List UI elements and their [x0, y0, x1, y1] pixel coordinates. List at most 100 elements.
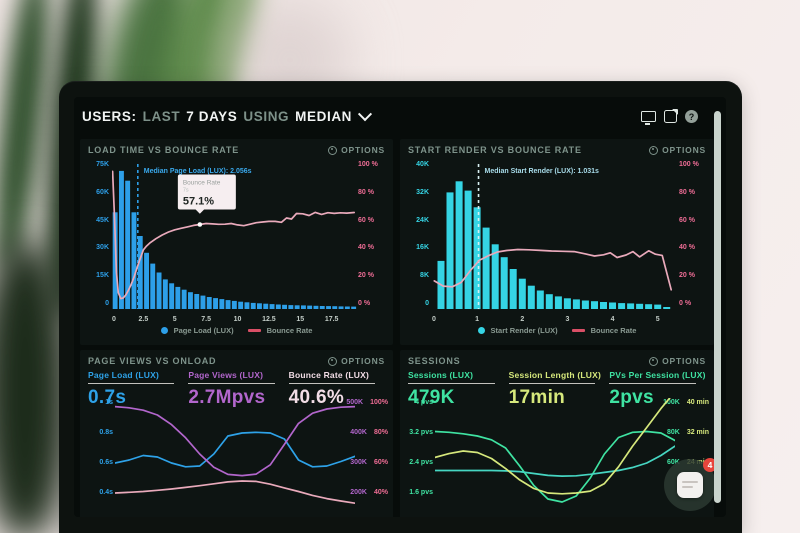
options-label: OPTIONS [341, 145, 385, 155]
bar [188, 292, 193, 309]
tooltip-box [177, 174, 236, 210]
bar [257, 303, 262, 309]
metrics-row: Page Load (LUX) 0.7s Page Views (LUX) 2.… [88, 370, 389, 409]
chat-widget-button[interactable]: 4 [664, 458, 717, 511]
panel-title: PAGE VIEWS VS ONLOAD [88, 356, 217, 366]
help-icon[interactable]: ? [685, 110, 698, 123]
bar [244, 302, 250, 309]
options-label: OPTIONS [662, 356, 706, 366]
users-range-selector[interactable]: USERS: LAST 7 DAYS USING MEDIAN [82, 106, 373, 124]
axis-tick-label: 15K [96, 272, 109, 280]
bar [645, 304, 653, 309]
axis-tick-label: 0 [425, 299, 429, 307]
options-button[interactable]: OPTIONS [328, 356, 385, 366]
bar [518, 278, 526, 309]
bar [351, 306, 357, 309]
axis-tick-label: 40K [416, 161, 429, 168]
legend-label[interactable]: Start Render (LUX) [490, 326, 558, 335]
bar [663, 307, 671, 309]
axis-tick-label: 1 [475, 316, 479, 323]
metrics-row: Sessions (LUX) 479K Session Length (LUX)… [408, 370, 710, 409]
axis-tick-label: 30K [96, 244, 109, 252]
bar [455, 181, 463, 309]
bar [125, 180, 131, 309]
bar [527, 285, 535, 309]
start-render-chart[interactable]: Median Start Render (LUX): 1.031s 0 1 2 3 4 5 [432, 161, 678, 325]
header-icons: ? [641, 109, 698, 125]
tooltip-point-marker [197, 222, 203, 227]
axis-tick-label: 5 [173, 316, 177, 323]
axis-tick-row: 400K 80% [326, 428, 388, 438]
axis-tick-label: 80% [373, 429, 388, 436]
y-axis-left-labels: 40K 32K 24K 16K 8K 0 [402, 161, 429, 307]
bar [238, 301, 244, 309]
axis-tick-label: 32 min [686, 429, 709, 436]
sessions-sparklines[interactable] [435, 398, 675, 517]
options-button[interactable]: OPTIONS [649, 356, 706, 366]
bar [131, 212, 137, 309]
axis-tick-label: 100K [663, 399, 680, 406]
chat-bubble-icon [677, 472, 703, 498]
metric-pvs-per-session: PVs Per Session (LUX) 2pvs [609, 370, 710, 409]
axis-tick-label: 400K [350, 429, 367, 436]
panel-header: START RENDER VS BOUNCE RATE OPTIONS [400, 139, 714, 157]
bar [491, 244, 499, 310]
load-time-chart[interactable]: Median Page Load (LUX): 2.056s 0 2.5 5 7.5 10… [112, 161, 358, 325]
axis-tick-label: 15 [296, 316, 304, 323]
monitor-icon[interactable] [641, 111, 656, 125]
options-label: OPTIONS [662, 145, 706, 155]
bar [313, 305, 319, 309]
notification-badge: 4 [703, 458, 717, 472]
bar [288, 305, 294, 309]
sparkline [435, 445, 675, 477]
axis-tick-label: 0 % [358, 299, 371, 307]
bar [344, 306, 350, 309]
panel-title: SESSIONS [408, 356, 461, 366]
panel-load-time-vs-bounce-rate: LOAD TIME VS BOUNCE RATE OPTIONS 75K 60K 4… [80, 139, 393, 345]
metric-label: PVs Per Session (LUX) [609, 370, 706, 380]
options-button[interactable]: OPTIONS [649, 145, 706, 155]
axis-tick-label: 2.5 [139, 316, 149, 323]
gear-icon [649, 145, 659, 155]
axis-tick-label: 100 % [679, 161, 699, 168]
metric-underline [408, 383, 495, 384]
bar [282, 304, 287, 309]
panel-header: PAGE VIEWS VS ONLOAD OPTIONS [80, 350, 393, 368]
metric-value: 2pvs [609, 387, 654, 408]
spark-left-labels: 4 pvs 3.2 pvs 2.4 pvs 1.6 pvs [404, 398, 433, 498]
legend-label[interactable]: Bounce Rate [590, 326, 637, 335]
axis-tick-label: 100% [370, 399, 388, 406]
bar [509, 269, 517, 309]
axis-tick-label: 100 % [358, 161, 378, 168]
legend-dot-icon [477, 327, 485, 334]
metric-underline [508, 383, 596, 384]
bar [175, 286, 181, 309]
bar [545, 294, 553, 309]
legend-label[interactable]: Bounce Rate [266, 326, 313, 335]
metric-underline [288, 383, 375, 384]
metric-value: 479K [408, 387, 455, 408]
axis-tick-label: 5 [656, 316, 660, 323]
bar [250, 302, 256, 309]
sparkline [115, 480, 355, 505]
axis-tick-row: 300K 60% [326, 458, 388, 468]
page-views-sparklines[interactable] [115, 398, 355, 517]
bar [181, 289, 187, 309]
bounce-rate-line [112, 170, 356, 300]
bar [231, 300, 237, 309]
axis-tick-label: 3 [565, 316, 569, 323]
share-icon[interactable] [664, 109, 678, 123]
median-label: Median Start Render (LUX): 1.031s [485, 168, 599, 175]
options-button[interactable]: OPTIONS [328, 145, 385, 155]
bar [654, 304, 662, 309]
bar [194, 294, 200, 309]
header-word: USERS: [82, 109, 137, 124]
legend-label[interactable]: Page Load (LUX) [173, 326, 234, 335]
tooltip-title: Bounce Rate [183, 179, 221, 186]
axis-tick-label: 17.5 [325, 316, 339, 323]
bar [627, 303, 635, 309]
bar [150, 263, 156, 309]
vertical-scrollbar[interactable] [714, 111, 721, 503]
bar [446, 192, 454, 309]
